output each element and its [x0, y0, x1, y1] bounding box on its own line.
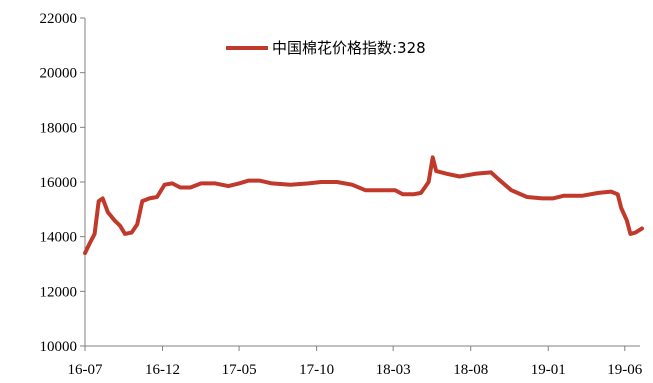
x-tick-label: 18-08: [453, 362, 488, 378]
series-line: [83, 155, 644, 256]
y-tick-label: 20000: [40, 66, 78, 82]
y-tick-label: 12000: [40, 284, 78, 300]
x-tick-label: 16-07: [68, 362, 103, 378]
x-tick-label: 17-05: [222, 362, 257, 378]
y-tick-label: 16000: [40, 175, 78, 191]
x-tick-label: 18-03: [376, 362, 411, 378]
y-tick-label: 10000: [40, 339, 78, 355]
y-tick-label: 18000: [40, 120, 78, 136]
x-tick-label: 16-12: [145, 362, 180, 378]
x-tick-label: 17-10: [299, 362, 334, 378]
y-ticks: 10000 12000 14000 16000 18000 20000 22000: [40, 11, 85, 355]
x-ticks: 16-07 16-12 17-05 17-10 18-03 18-08 19-01 19-06: [68, 346, 643, 378]
x-tick-label: 19-06: [607, 362, 642, 378]
y-tick-label: 22000: [40, 11, 78, 27]
legend-label: 中国棉花价格指数:328: [272, 39, 426, 57]
legend: 中国棉花价格指数:328: [226, 39, 426, 57]
x-tick-label: 19-01: [531, 362, 566, 378]
y-tick-label: 14000: [40, 230, 78, 246]
